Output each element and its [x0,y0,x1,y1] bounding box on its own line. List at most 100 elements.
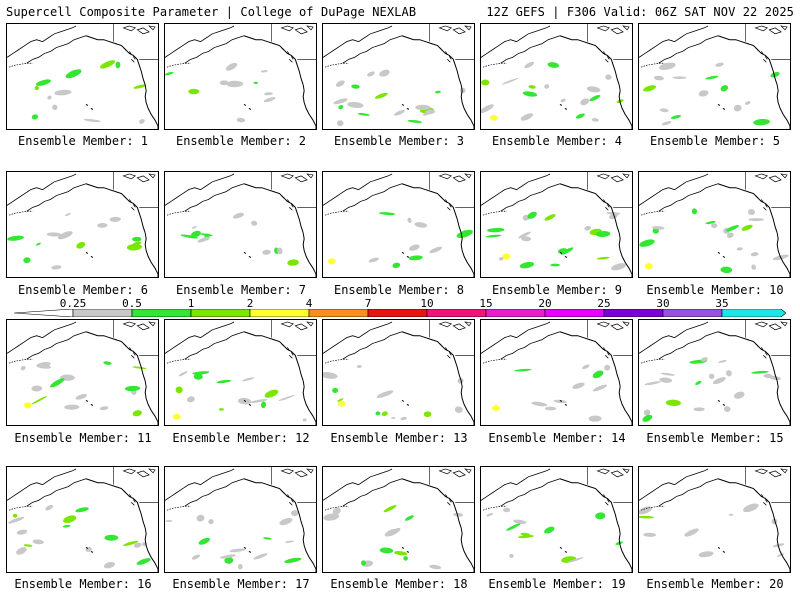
scp-contour-blob [408,255,423,261]
scp-contour-blob [12,513,18,518]
scp-contour-blob [284,540,294,543]
scp-contour-blob [501,77,519,85]
scp-contour-blob [592,384,608,392]
scp-contour-blob [591,118,599,122]
scp-contour-blob [284,557,302,563]
colorbar-segment [426,309,487,317]
scp-contour-blob [133,84,147,89]
scp-contour-blob [586,86,601,93]
colorbar-tick-label: 30 [656,297,670,310]
scp-contour-blob [584,225,591,231]
scp-contour-blob [216,379,232,384]
scp-contour-blob [639,506,653,515]
colorbar-segment [603,309,664,317]
scp-contour-blob [498,256,504,261]
scp-contour-blob [263,97,276,103]
scp-contour-blob [361,560,367,566]
scp-contour-blob [582,364,590,370]
scp-contour-blob [75,394,87,400]
scp-contour-blob [407,119,423,123]
ensemble-map-panel [638,23,791,130]
map-svg [165,24,316,129]
scp-contour-blob [31,396,47,405]
map-svg [639,467,790,572]
scp-contour-blob [132,236,142,242]
scp-contour-blob [229,548,246,553]
scp-contour-blob [224,557,234,564]
map-svg [323,172,474,277]
scp-contour-blob [481,104,494,114]
scp-contour-blob [429,246,443,254]
colorbar-segment [249,309,310,317]
scp-contour-blob [684,528,699,537]
scp-contour-blob [639,239,655,247]
scp-contour-blob [567,557,584,563]
scp-contour-blob [414,222,428,228]
scp-contour-blob [261,401,266,409]
scp-contour-blob [132,366,147,370]
ensemble-member-label: Ensemble Member: 9 [491,283,623,297]
scp-contour-blob [580,98,590,106]
scp-contour-blob [218,408,224,411]
scp-contour-blob [328,516,335,520]
scp-contour-blob [544,214,556,221]
scp-contour-blob [277,247,283,255]
scp-contour-blob [717,359,727,364]
map-svg [7,467,158,572]
scp-high-blob [327,258,336,265]
coastline-basemap [7,320,158,425]
colorbar-segment [190,309,251,317]
scp-contour-blob [36,364,51,369]
scp-contour-blob [751,370,769,374]
scp-contour-blob [588,415,602,422]
scp-contour-blob [644,381,661,386]
scp-contour-blob [46,232,62,237]
scp-contour-blob [333,98,348,105]
scp-contour-blob [193,373,203,380]
ensemble-map-panel [322,319,475,426]
scp-contour-blob [520,113,533,121]
colorbar-segment [308,309,369,317]
ensemble-member-label: Ensemble Member: 12 [172,431,310,445]
scp-contour-blob [264,389,279,398]
scp-contour-blob [643,532,657,537]
scp-contour-blob [260,70,268,73]
ensemble-member-label: Ensemble Member: 3 [333,134,465,148]
scp-contour-blob [379,69,390,77]
colorbar-tick-label: 7 [364,297,372,310]
scp-contour-blob [698,551,714,558]
scp-contour-blob [253,81,258,84]
scp-contour-blob [264,92,273,96]
scp-contour-blob [64,212,71,217]
ensemble-member-label: Ensemble Member: 11 [14,431,152,445]
scp-contour-blob [103,361,112,365]
scp-contour-blob [753,118,770,126]
scp-contour-blob [237,563,243,570]
scp-contour-blob [660,372,675,376]
scp-contour-blob [711,223,718,229]
ensemble-member-label: Ensemble Member: 15 [646,431,784,445]
scp-contour-blob [528,85,536,89]
scp-contour-blob [253,553,268,560]
scp-contour-blob [423,411,432,418]
scp-contour-blob [391,416,396,419]
scp-contour-blob [705,220,716,225]
scp-contour-blob [553,399,567,404]
scp-contour-blob [23,257,31,264]
scp-contour-blob [34,86,39,91]
scp-contour-blob [192,371,210,375]
scp-high-blob [489,114,498,121]
ensemble-map-panel [164,171,317,278]
scp-contour-blob [357,112,370,116]
scp-contour-blob [733,104,742,112]
scp-contour-blob [544,84,550,89]
coastline-basemap [165,24,316,129]
scp-contour-blob [609,213,618,220]
scp-contour-blob [376,390,394,398]
scp-contour-blob [336,120,344,127]
scp-contour-blob [745,101,751,105]
scp-contour-blob [400,416,407,421]
scp-contour-blob [50,378,65,388]
scp-contour-blob [45,504,53,511]
colorbar-tick-label: 25 [597,297,611,310]
